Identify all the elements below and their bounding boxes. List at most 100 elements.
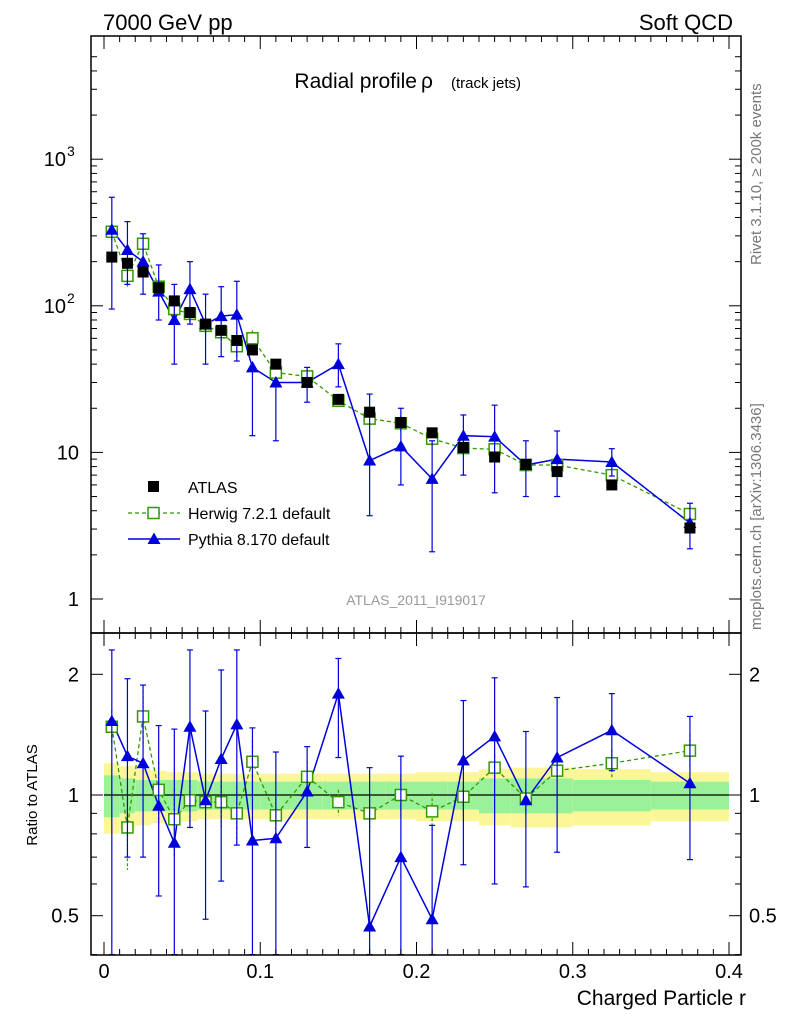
- main-ytick-label-exponent: 2: [67, 290, 75, 306]
- pythia-main-point: [230, 308, 244, 320]
- atlas-main-point: [684, 522, 696, 534]
- pythia-main-point: [245, 360, 259, 373]
- atlas-main-point: [168, 295, 180, 307]
- atlas-main-point: [137, 266, 149, 278]
- pythia-ratio-point: [105, 714, 119, 726]
- pythia-main-line: [111, 229, 691, 524]
- atlas-main-point: [246, 344, 258, 356]
- atlas-main-point: [106, 251, 118, 263]
- atlas-main-point: [270, 358, 282, 370]
- pythia-ratio-point: [488, 729, 502, 742]
- atlas-main-point: [457, 442, 469, 454]
- pythia-main-point: [488, 430, 502, 442]
- atlas-main-point: [200, 318, 212, 330]
- pythia-ratio-point: [269, 831, 283, 844]
- plot-title-symbol: ρ: [421, 70, 433, 93]
- ratio-ytick-label: 1: [68, 785, 79, 807]
- herwig-ratio-point: [332, 795, 345, 809]
- pythia-ratio-point: [167, 836, 181, 848]
- pythia-ratio-point: [300, 785, 314, 797]
- pythia-ratio-point: [331, 687, 345, 699]
- pythia-main-point: [167, 313, 181, 326]
- legend-atlas-label: ATLAS: [188, 480, 238, 497]
- herwig-main-point: [246, 332, 259, 345]
- ratio-ytick-label: 2: [68, 664, 79, 686]
- side-label-top: Rivet 3.1.10, ≥ 200k events: [748, 83, 765, 265]
- pythia-main-point: [394, 439, 408, 452]
- pythia-ratio-point: [245, 834, 259, 846]
- atlas-main-point: [153, 282, 165, 294]
- xlabel: Charged Particle r: [577, 987, 746, 1010]
- atlas-main-point: [231, 334, 243, 346]
- pythia-main-point: [456, 429, 470, 441]
- ratio-ytick-label-right: 0.5: [749, 906, 777, 928]
- atlas-main-point: [332, 393, 344, 405]
- ratio-xtick-label: 0.2: [403, 961, 431, 983]
- legend-pythia-marker: [147, 532, 161, 544]
- pythia-main-point: [363, 454, 377, 466]
- atlas-main-point: [520, 458, 532, 470]
- atlas-main-point: [426, 427, 438, 439]
- herwig-ratio-line: [111, 716, 691, 828]
- legend-herwig-label: Herwig 7.2.1 default: [188, 506, 331, 523]
- pythia-ratio-point: [120, 749, 134, 762]
- pythia-ratio-point: [363, 919, 377, 932]
- main-ytick-label-exponent: 3: [67, 143, 75, 159]
- pythia-ratio-point: [214, 752, 228, 764]
- pythia-ratio-point: [456, 753, 470, 766]
- atlas-main-point: [301, 376, 313, 388]
- ratio-ylabel: Ratio to ATLAS: [24, 744, 41, 845]
- atlas-main-point: [121, 257, 133, 269]
- legend-herwig-marker: [147, 506, 160, 520]
- header-left: 7000 GeV pp: [103, 10, 233, 35]
- plot-title: Radial profile: [294, 70, 417, 93]
- atlas-main-point: [215, 324, 227, 336]
- legend-atlas-marker: [148, 481, 159, 492]
- pythia-main-point: [214, 309, 228, 322]
- pythia-main-point: [120, 243, 134, 256]
- plot-title-suffix: (track jets): [451, 75, 521, 92]
- ratio-panel-background: [104, 763, 729, 834]
- herwig-main-line: [111, 231, 691, 515]
- atlas-main-point: [364, 406, 376, 418]
- pythia-main-point: [331, 357, 345, 370]
- pythia-ratio-point: [550, 751, 564, 763]
- ratio-xtick-label: 0.4: [715, 961, 743, 983]
- ratio-xtick-label: 0: [98, 961, 109, 983]
- pythia-ratio-point: [605, 723, 619, 736]
- atlas-main-point: [606, 479, 618, 491]
- pythia-main-point: [105, 223, 119, 235]
- main-ytick-label: 10: [44, 296, 66, 318]
- ratio-xtick-label: 0.3: [559, 961, 587, 983]
- main-panel: [105, 196, 697, 553]
- pythia-main-point: [183, 282, 197, 295]
- ratio-ytick-label-right: 2: [749, 664, 760, 686]
- pythia-main-point: [550, 452, 564, 465]
- pythia-ratio-point: [230, 717, 244, 730]
- main-ytick-label: 1: [68, 589, 79, 611]
- pythia-main-point: [269, 375, 283, 388]
- atlas-main-point: [489, 451, 501, 463]
- main-ytick-label: 10: [57, 442, 79, 464]
- pythia-ratio-point: [152, 799, 166, 811]
- atlas-main-point: [551, 466, 563, 478]
- ratio-xtick-label: 0.1: [246, 961, 274, 983]
- header-right: Soft QCD: [639, 10, 733, 35]
- ratio-band-inner: [572, 779, 651, 812]
- pythia-ratio-point: [199, 793, 213, 806]
- pythia-main-point: [136, 255, 150, 267]
- pythia-main-point: [605, 455, 619, 468]
- pythia-ratio-point: [683, 776, 697, 789]
- atlas-main-point: [184, 307, 196, 319]
- side-label-bottom: mcplots.cern.ch [arXiv:1306.3436]: [748, 403, 765, 630]
- ratio-ytick-label: 0.5: [51, 906, 79, 928]
- pythia-ratio-line: [111, 693, 691, 930]
- pythia-ratio-point: [183, 720, 197, 732]
- legend: ATLAS Herwig 7.2.1 default Pythia 8.170 …: [128, 480, 331, 549]
- pythia-ratio-point: [425, 912, 439, 925]
- atlas-main-point: [395, 416, 407, 428]
- pythia-ratio-point: [136, 756, 150, 769]
- pythia-ratio-point: [519, 793, 533, 806]
